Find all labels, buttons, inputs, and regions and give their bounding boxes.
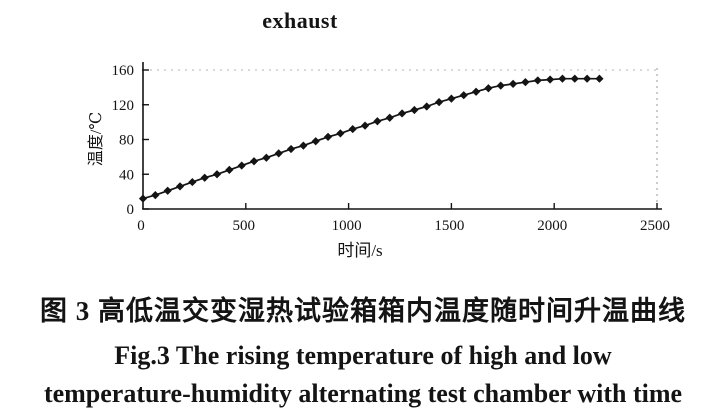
data-point-marker [262, 153, 271, 162]
data-point-marker [558, 74, 567, 83]
temperature-chart: 温度/℃ 时间/s 0 40 80 120 160 0 500 1000 1500 2000 250… [87, 62, 670, 260]
data-point-marker [175, 182, 185, 191]
data-point-marker [385, 113, 394, 122]
y-axis-title: 温度/℃ [87, 112, 105, 166]
y-tick-label: 120 [112, 98, 135, 114]
data-point-marker [249, 157, 259, 166]
data-point-marker [545, 75, 555, 84]
data-point-marker [397, 109, 407, 118]
data-point-marker [447, 94, 456, 103]
figure-caption-english-line1: Fig.3 The rising temperature of high and… [114, 341, 612, 370]
data-point-marker [299, 141, 308, 150]
x-tick-label: 2500 [640, 218, 670, 234]
data-point-marker [422, 102, 431, 111]
data-point-marker [508, 79, 518, 89]
data-point-marker [138, 194, 148, 203]
temperature-rise-line-chart: 温度/℃ 时间/s 0 40 80 120 160 0 500 1000 1500 2000 250… [87, 62, 670, 260]
x-tick-label: 500 [233, 218, 256, 234]
data-point-marker [274, 149, 283, 158]
data-point-marker [484, 84, 493, 93]
y-tick-label: 160 [112, 63, 135, 79]
data-point-marker [311, 137, 320, 146]
data-point-marker [434, 98, 444, 107]
data-point-marker [188, 177, 197, 187]
x-axis-title: 时间/s [337, 241, 382, 260]
data-point-marker [410, 105, 419, 115]
data-point-marker [533, 76, 542, 85]
exhaust-text: exhaust [262, 8, 338, 33]
figure-caption-english: Fig.3 The rising temperature of high and… [0, 337, 726, 413]
temperature-curve [142, 77, 600, 200]
x-tick-label: 0 [137, 218, 145, 234]
data-point-marker [521, 78, 530, 87]
x-tick-label: 2000 [537, 218, 567, 234]
data-point-marker [582, 74, 592, 83]
data-point-marker [163, 186, 172, 195]
figure-caption-chinese: 图 3 高低温交变湿热试验箱箱内温度随时间升温曲线 [40, 296, 686, 326]
figure-caption-english-line2: temperature-humidity alternating test ch… [43, 379, 683, 408]
data-point-marker [348, 124, 357, 134]
data-point-marker [373, 117, 382, 126]
data-point-marker [496, 81, 505, 90]
data-point-marker [286, 144, 296, 154]
data-point-marker [471, 87, 481, 96]
data-point-marker [151, 190, 160, 200]
x-tick-label: 1500 [434, 218, 464, 234]
y-tick-label: 0 [127, 202, 135, 218]
data-point-marker [360, 121, 370, 130]
data-point-marker [225, 165, 234, 175]
data-point-marker [212, 170, 222, 179]
data-point-marker [570, 74, 579, 83]
data-point-marker [595, 74, 604, 83]
data-point-marker [200, 173, 209, 182]
x-tick-label: 1000 [332, 218, 362, 234]
data-point-marker [237, 161, 246, 170]
data-point-marker [336, 129, 345, 138]
y-tick-label: 80 [119, 133, 134, 149]
y-tick-label: 40 [119, 167, 134, 183]
data-point-marker [323, 132, 333, 142]
data-point-marker [459, 91, 468, 100]
